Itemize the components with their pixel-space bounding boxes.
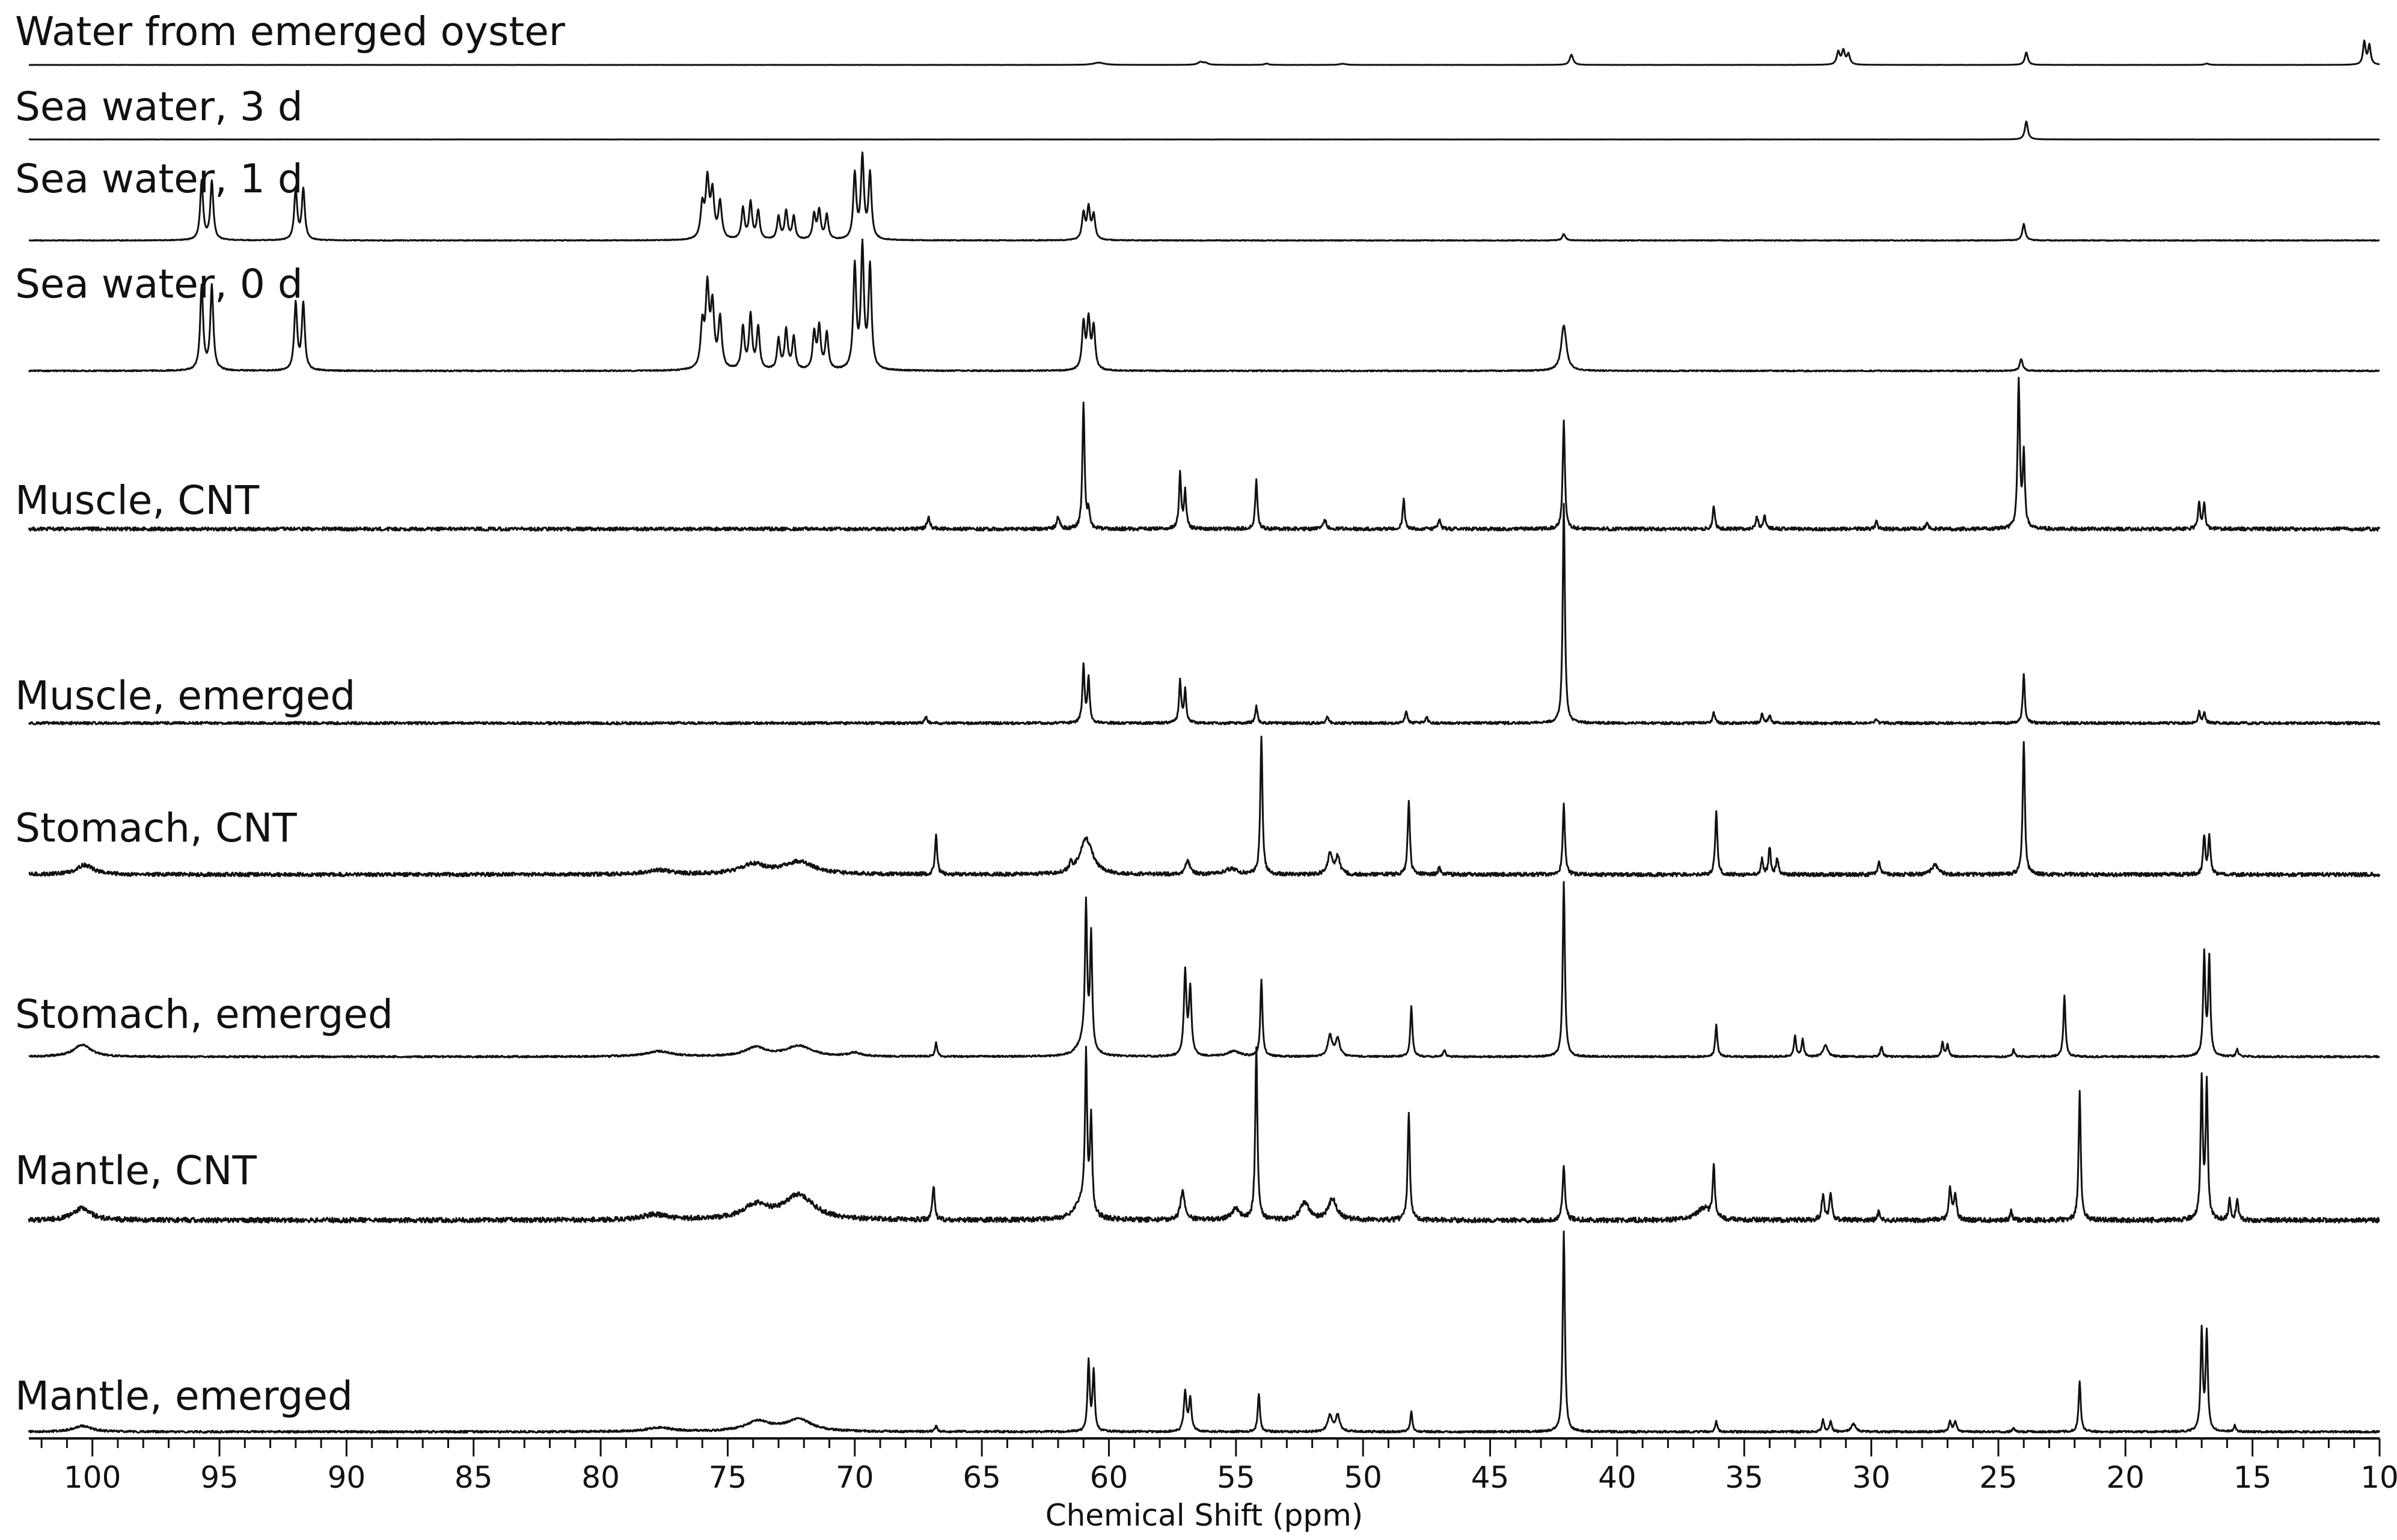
x-tick-label: 75 [709, 1460, 747, 1495]
x-tick-label: 55 [1217, 1460, 1255, 1495]
spectrum-label: Mantle, emerged [15, 1373, 353, 1419]
spectrum-trace [28, 1230, 2380, 1434]
spectrum-trace [28, 151, 2380, 242]
spectrum-label: Muscle, CNT [15, 477, 260, 524]
x-tick-label: 85 [455, 1460, 493, 1495]
x-tick-label: 45 [1471, 1460, 1510, 1495]
x-tick-label: 10 [2360, 1460, 2397, 1495]
spectrum-label: Sea water, 1 d [15, 156, 303, 202]
x-axis-tick-labels: 100 95 90 85 80 75 70 65 60 55 50 45 40 35 30 25 20 15 10 [64, 1460, 2397, 1495]
spectrum-trace [28, 735, 2381, 878]
spectrum-trace [28, 238, 2380, 373]
spectrum-trace [28, 120, 2380, 141]
spectrum-labels: Water from emerged oyster Sea water, 3 d S… [15, 8, 566, 1419]
spectrum-label: Sea water, 0 d [15, 261, 303, 307]
spectra-traces [28, 39, 2381, 1434]
x-axis-title: Chemical Shift (ppm) [1045, 1498, 1364, 1533]
spectrum-label: Stomach, CNT [15, 805, 297, 851]
x-tick-label: 95 [200, 1460, 239, 1495]
spectrum-trace [28, 503, 2381, 726]
spectrum-label: Stomach, emerged [15, 991, 393, 1037]
x-tick-label: 25 [1979, 1460, 2018, 1495]
spectrum-trace [28, 1045, 2380, 1224]
x-axis-ticks [40, 1438, 2381, 1456]
x-tick-label: 70 [836, 1460, 874, 1495]
spectrum-label: Mantle, CNT [15, 1147, 257, 1194]
spectrum-trace [28, 881, 2380, 1059]
x-tick-label: 65 [963, 1460, 1001, 1495]
spectrum-trace [28, 39, 2380, 66]
x-tick-label: 100 [64, 1460, 121, 1495]
x-axis: 100 95 90 85 80 75 70 65 60 55 50 45 40 35 30 25 20 15 10 … [29, 1437, 2397, 1533]
x-tick-label: 35 [1725, 1460, 1763, 1495]
x-tick-label: 60 [1090, 1460, 1128, 1495]
x-tick-label: 40 [1598, 1460, 1636, 1495]
x-tick-label: 20 [2106, 1460, 2144, 1495]
spectrum-trace [28, 376, 2381, 532]
x-tick-label: 15 [2233, 1460, 2272, 1495]
spectrum-label: Water from emerged oyster [15, 8, 566, 55]
spectrum-label: Muscle, emerged [15, 673, 355, 719]
x-tick-label: 30 [1852, 1460, 1891, 1495]
x-tick-label: 90 [328, 1460, 366, 1495]
spectrum-label: Sea water, 3 d [15, 84, 303, 130]
x-tick-label: 80 [581, 1460, 620, 1495]
x-tick-label: 50 [1344, 1460, 1382, 1495]
